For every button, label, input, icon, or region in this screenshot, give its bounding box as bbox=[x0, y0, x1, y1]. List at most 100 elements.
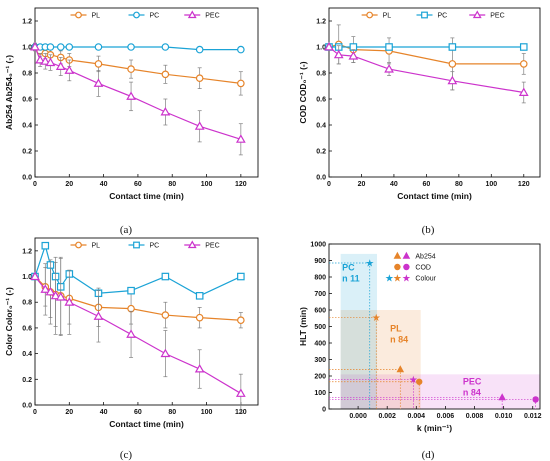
y-tick-label: 700 bbox=[314, 291, 326, 298]
region-count-pl: n 84 bbox=[390, 334, 408, 344]
data-point-pc bbox=[448, 43, 457, 51]
data-point-pec bbox=[40, 56, 51, 65]
data-point-pl bbox=[161, 311, 170, 319]
legend-marker bbox=[403, 263, 410, 271]
x-tick-label: 0.008 bbox=[466, 413, 484, 420]
plot-frame bbox=[34, 237, 259, 406]
plot-frame bbox=[34, 7, 259, 178]
data-point-pc bbox=[195, 292, 204, 300]
legend-label: PC bbox=[150, 243, 160, 250]
data-point-pc bbox=[237, 272, 245, 281]
legend-marker bbox=[187, 240, 197, 249]
data-point-pec bbox=[160, 348, 171, 358]
series-line-pec bbox=[328, 46, 524, 94]
panel-caption: (c) bbox=[120, 449, 133, 461]
panel-d-chart: 0.000 0.002 0.004 0.006 0.008 0.010 0.012 0 100 2… bbox=[298, 242, 542, 461]
y-axis-label: COD COD₀⁻¹ (-) bbox=[298, 61, 308, 123]
plot-frame bbox=[328, 7, 541, 178]
data-point-pc bbox=[41, 241, 50, 250]
data-point-pl bbox=[127, 65, 135, 73]
y-tick-label: 0.0 bbox=[22, 175, 32, 182]
legend-marker bbox=[75, 241, 82, 249]
data-point-pec bbox=[55, 292, 66, 301]
panel-caption: (b) bbox=[422, 224, 435, 236]
legend-label: PC bbox=[150, 13, 160, 20]
data-point-pec bbox=[235, 388, 246, 397]
region-pl bbox=[340, 310, 421, 409]
y-tick-label: 0.2 bbox=[22, 377, 32, 384]
x-tick-label: 0.002 bbox=[378, 413, 396, 420]
data-point-pc bbox=[65, 43, 74, 51]
y-tick-label: 0.6 bbox=[22, 325, 32, 332]
y-tick-label: 0.0 bbox=[22, 403, 32, 410]
legend-label: Colour bbox=[415, 276, 436, 283]
x-axis-label: Contact time (min) bbox=[109, 419, 184, 429]
y-tick-label: 600 bbox=[314, 308, 326, 315]
y-axis-label: Color Color₀⁻¹ (-) bbox=[4, 287, 14, 356]
x-tick-label: 40 bbox=[390, 181, 398, 188]
data-point-pec bbox=[93, 78, 104, 87]
data-point-pec bbox=[45, 57, 56, 67]
data-point-pec bbox=[126, 91, 136, 100]
legend-marker bbox=[402, 251, 411, 259]
x-axis-label: Contact time (min) bbox=[397, 191, 472, 201]
x-axis-label: Contact time (min) bbox=[109, 191, 184, 201]
data-point-pl bbox=[519, 60, 528, 68]
y-tick-label: 0.8 bbox=[316, 71, 326, 78]
legend-label: PL bbox=[383, 13, 392, 20]
y-tick-label: 0.6 bbox=[22, 97, 32, 104]
x-tick-label: 20 bbox=[65, 181, 73, 188]
data-point-pc bbox=[127, 43, 135, 51]
x-tick-label: 0.004 bbox=[408, 413, 426, 420]
x-tick-label: 0.000 bbox=[349, 413, 367, 420]
y-tick-label: 1000 bbox=[310, 242, 326, 249]
data-point-pec bbox=[55, 61, 66, 70]
y-tick-label: 1.2 bbox=[316, 19, 326, 26]
data-point-pl bbox=[161, 70, 170, 79]
legend-marker bbox=[133, 11, 140, 19]
data-point-pec bbox=[35, 54, 46, 64]
y-tick-label: 300 bbox=[314, 357, 326, 364]
legend-marker: ★ bbox=[393, 274, 402, 285]
region-count-pec: n 84 bbox=[463, 387, 481, 397]
legend-label: Ab254 bbox=[415, 254, 435, 261]
x-tick-label: 120 bbox=[518, 181, 530, 188]
legend-label: PL bbox=[92, 243, 101, 250]
y-tick-label: 400 bbox=[314, 341, 326, 348]
x-tick-label: 0 bbox=[327, 181, 331, 188]
data-point-pec: ★ bbox=[409, 375, 418, 386]
data-point-pc bbox=[161, 272, 170, 281]
panel-caption: (d) bbox=[422, 449, 435, 461]
legend-marker: ★ bbox=[402, 274, 411, 285]
data-point-pl bbox=[448, 60, 457, 68]
data-point-pl bbox=[237, 316, 245, 325]
data-point-pl bbox=[195, 74, 204, 83]
y-tick-label: 0 bbox=[322, 407, 326, 414]
y-tick-label: 0.8 bbox=[22, 71, 32, 78]
x-tick-label: 40 bbox=[100, 181, 108, 188]
data-point-pec bbox=[532, 396, 539, 403]
x-tick-label: 100 bbox=[485, 181, 497, 188]
legend-marker bbox=[393, 251, 402, 259]
y-tick-label: 0.4 bbox=[22, 351, 32, 358]
data-point-pl bbox=[195, 313, 204, 322]
region-label-pec: PEC bbox=[463, 376, 482, 386]
y-tick-label: 0.0 bbox=[316, 175, 326, 182]
data-point-pl: ★ bbox=[372, 313, 381, 324]
y-tick-label: 200 bbox=[314, 374, 326, 381]
legend-label: PEC bbox=[205, 243, 219, 250]
data-point-pec bbox=[50, 290, 61, 300]
data-point-pec bbox=[64, 297, 75, 306]
legend-marker bbox=[75, 11, 82, 19]
y-tick-label: 0.4 bbox=[316, 123, 326, 130]
legend-label: PC bbox=[438, 13, 448, 20]
y-tick-label: 900 bbox=[314, 258, 326, 265]
x-tick-label: 0 bbox=[33, 181, 37, 188]
x-tick-label: 20 bbox=[65, 409, 73, 416]
region-pc bbox=[340, 253, 378, 409]
region-pec bbox=[340, 374, 540, 409]
x-tick-label: 60 bbox=[422, 181, 430, 188]
data-point-pc bbox=[127, 286, 135, 295]
y-tick-label: 0.8 bbox=[22, 300, 32, 307]
x-tick-label: 0.006 bbox=[437, 413, 455, 420]
